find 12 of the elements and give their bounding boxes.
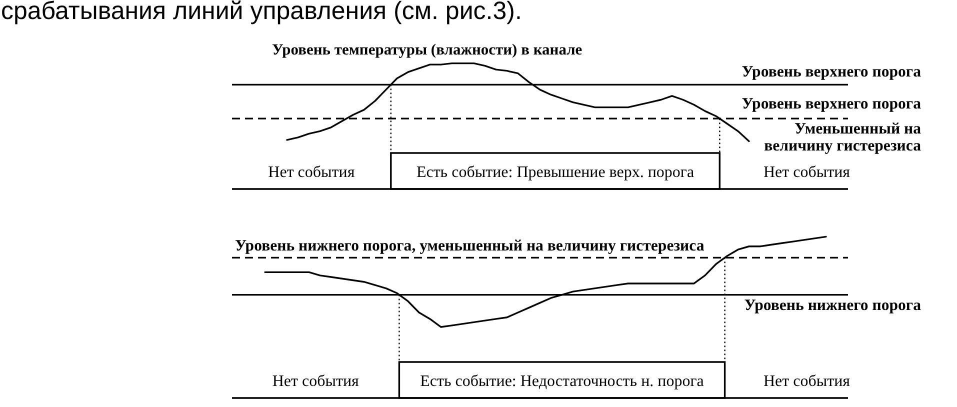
ref-line-label: Уровень верхнего порога: [742, 64, 922, 81]
annotation: Нет события: [763, 164, 851, 181]
annotation: Нет события: [763, 373, 851, 390]
annotation: Нет события: [268, 164, 356, 181]
ref-line-label: Уровень нижнего порога, уменьшенный на величину гистерезиса: [235, 238, 704, 255]
annotation: Нет события: [272, 373, 360, 390]
annotation: Есть событие: Превышение верх. порога: [416, 164, 694, 181]
chart-title: Уровень температуры (влажности) в канале: [272, 41, 582, 58]
ref-line-label: Уровень нижнего порога: [744, 296, 922, 314]
ref-line-label: Уровень верхнего порога Уменьшенный на величину гистерезиса: [742, 96, 922, 155]
text: срабатывания линий управления (см. рис.3).: [1, 0, 522, 25]
annotation: Есть событие: Недостаточность н. порога: [420, 373, 704, 390]
